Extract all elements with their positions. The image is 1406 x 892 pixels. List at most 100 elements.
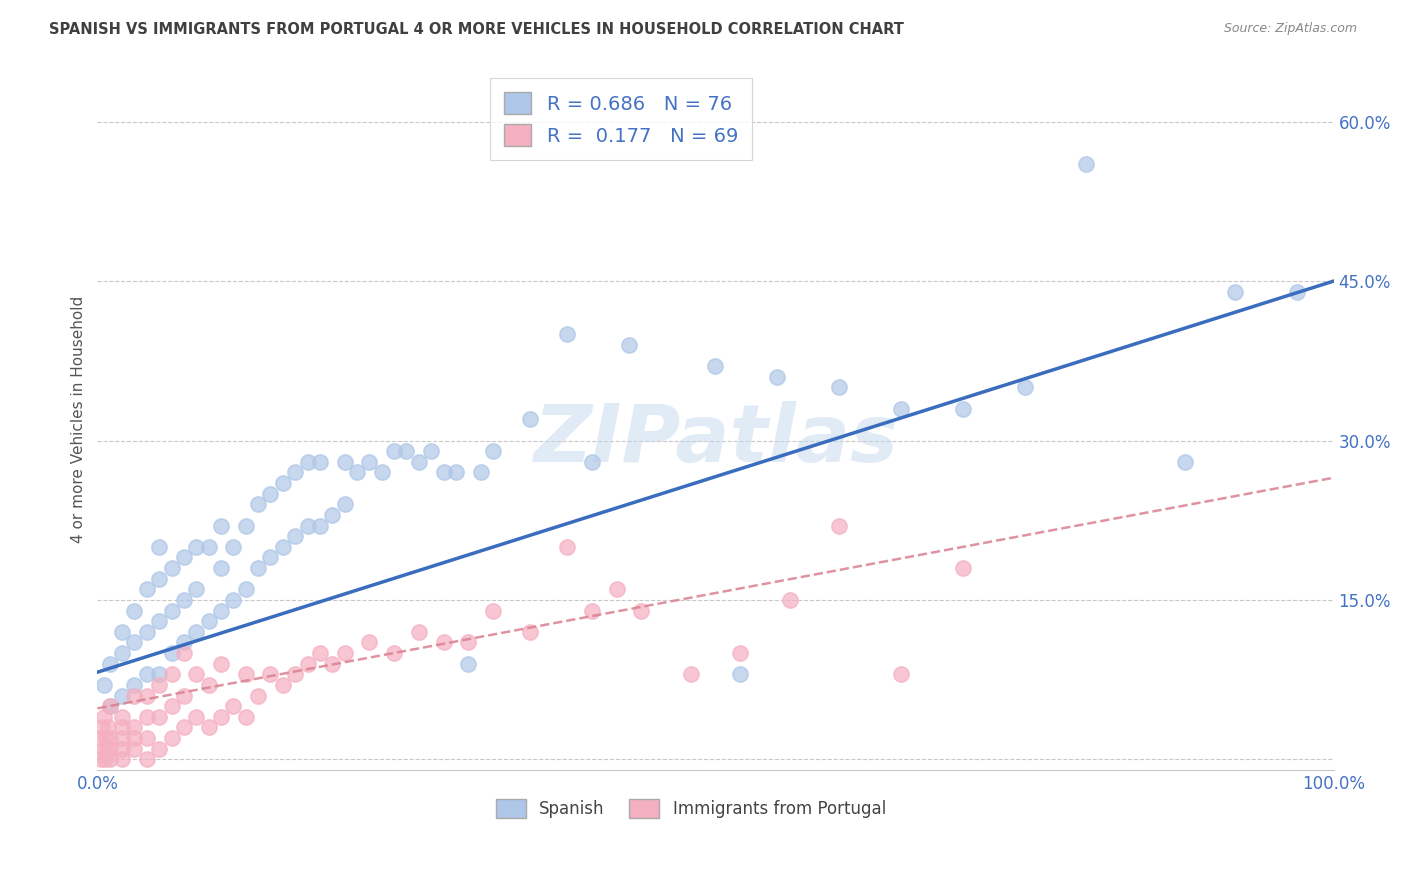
Point bbox=[309, 646, 332, 660]
Point bbox=[135, 689, 157, 703]
Point bbox=[209, 657, 232, 671]
Point bbox=[98, 731, 121, 745]
Point bbox=[124, 721, 146, 735]
Text: Source: ZipAtlas.com: Source: ZipAtlas.com bbox=[1223, 22, 1357, 36]
Point bbox=[359, 635, 381, 649]
Point bbox=[111, 710, 134, 724]
Point bbox=[186, 667, 208, 681]
Point bbox=[160, 699, 183, 714]
Point bbox=[271, 678, 294, 692]
Point bbox=[209, 603, 232, 617]
Point bbox=[890, 667, 912, 681]
Point bbox=[606, 582, 628, 597]
Point bbox=[284, 667, 307, 681]
Text: SPANISH VS IMMIGRANTS FROM PORTUGAL 4 OR MORE VEHICLES IN HOUSEHOLD CORRELATION : SPANISH VS IMMIGRANTS FROM PORTUGAL 4 OR… bbox=[49, 22, 904, 37]
Point bbox=[382, 646, 405, 660]
Point bbox=[828, 380, 851, 394]
Point bbox=[284, 529, 307, 543]
Point bbox=[98, 752, 121, 766]
Point bbox=[321, 508, 343, 522]
Point bbox=[1076, 157, 1098, 171]
Point bbox=[271, 476, 294, 491]
Point bbox=[297, 518, 319, 533]
Point bbox=[952, 401, 974, 416]
Point bbox=[93, 710, 115, 724]
Point bbox=[148, 678, 170, 692]
Point bbox=[124, 678, 146, 692]
Point bbox=[160, 603, 183, 617]
Point bbox=[222, 593, 245, 607]
Point bbox=[98, 699, 121, 714]
Point bbox=[148, 614, 170, 628]
Point bbox=[382, 444, 405, 458]
Point bbox=[1285, 285, 1308, 299]
Point bbox=[135, 752, 157, 766]
Point bbox=[704, 359, 727, 373]
Point bbox=[519, 412, 541, 426]
Point bbox=[284, 466, 307, 480]
Point bbox=[333, 646, 356, 660]
Point bbox=[111, 624, 134, 639]
Point bbox=[470, 466, 492, 480]
Point bbox=[235, 710, 257, 724]
Point bbox=[581, 603, 603, 617]
Point bbox=[1174, 455, 1197, 469]
Point bbox=[124, 731, 146, 745]
Point bbox=[148, 667, 170, 681]
Point bbox=[173, 646, 195, 660]
Point bbox=[93, 678, 115, 692]
Point bbox=[359, 455, 381, 469]
Point bbox=[124, 635, 146, 649]
Point bbox=[98, 657, 121, 671]
Point bbox=[432, 466, 454, 480]
Point bbox=[271, 540, 294, 554]
Point bbox=[135, 624, 157, 639]
Point bbox=[408, 624, 430, 639]
Point bbox=[186, 624, 208, 639]
Point bbox=[89, 731, 111, 745]
Point bbox=[90, 752, 112, 766]
Point bbox=[173, 593, 195, 607]
Point bbox=[94, 752, 117, 766]
Point bbox=[346, 466, 368, 480]
Point bbox=[98, 699, 121, 714]
Point bbox=[135, 667, 157, 681]
Point bbox=[259, 486, 281, 500]
Point bbox=[420, 444, 443, 458]
Point bbox=[555, 327, 578, 342]
Point bbox=[124, 741, 146, 756]
Point bbox=[519, 624, 541, 639]
Point bbox=[297, 657, 319, 671]
Point bbox=[96, 741, 118, 756]
Point bbox=[209, 561, 232, 575]
Point bbox=[111, 689, 134, 703]
Y-axis label: 4 or more Vehicles in Household: 4 or more Vehicles in Household bbox=[72, 295, 86, 543]
Point bbox=[581, 455, 603, 469]
Point bbox=[91, 721, 114, 735]
Point bbox=[94, 731, 117, 745]
Point bbox=[148, 540, 170, 554]
Point bbox=[333, 455, 356, 469]
Point bbox=[766, 369, 789, 384]
Point bbox=[309, 518, 332, 533]
Point bbox=[148, 710, 170, 724]
Point bbox=[890, 401, 912, 416]
Point bbox=[779, 593, 801, 607]
Point bbox=[148, 572, 170, 586]
Point bbox=[457, 657, 479, 671]
Point bbox=[395, 444, 418, 458]
Point bbox=[160, 731, 183, 745]
Point bbox=[135, 710, 157, 724]
Legend: Spanish, Immigrants from Portugal: Spanish, Immigrants from Portugal bbox=[489, 792, 893, 825]
Point bbox=[728, 667, 751, 681]
Point bbox=[321, 657, 343, 671]
Point bbox=[111, 731, 134, 745]
Point bbox=[111, 752, 134, 766]
Point bbox=[135, 582, 157, 597]
Point bbox=[235, 518, 257, 533]
Point bbox=[148, 741, 170, 756]
Point bbox=[259, 667, 281, 681]
Point bbox=[97, 721, 120, 735]
Point bbox=[111, 646, 134, 660]
Point bbox=[247, 689, 270, 703]
